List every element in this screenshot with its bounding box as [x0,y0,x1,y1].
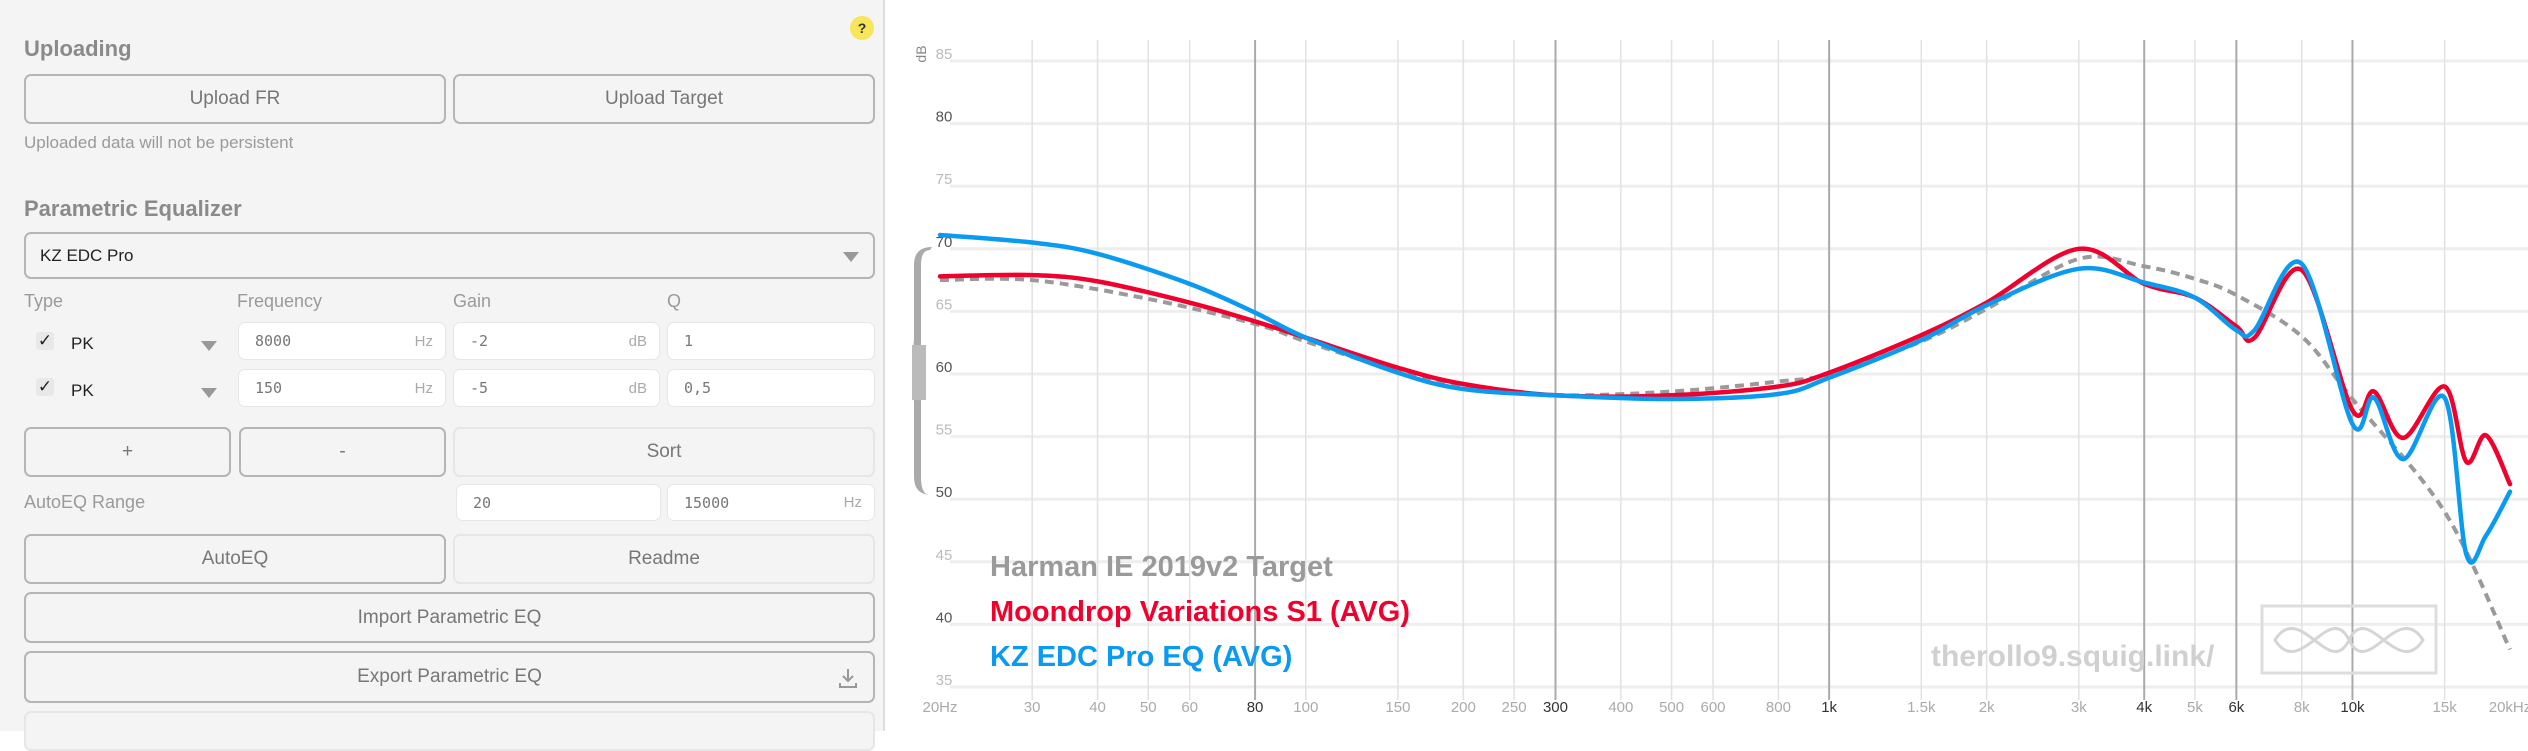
x-tick-label: 500 [1659,699,1684,716]
x-tick-label: 6k [2228,699,2244,716]
x-tick-label: 30 [1024,699,1041,716]
x-tick-label: 40 [1089,699,1106,716]
model-select[interactable]: KZ EDC Pro [24,232,875,279]
graph-scale-handle[interactable] [912,247,932,495]
y-tick-label: 80 [936,109,953,126]
x-tick-label: 150 [1385,699,1410,716]
x-tick-label: 20kHz [2489,699,2528,716]
add-filter-button[interactable]: + [24,427,231,477]
filter-frequency-input[interactable]: 150 Hz [238,369,446,407]
filter-q-input[interactable]: 0,5 [667,369,875,407]
peq-title: Parametric Equalizer [24,196,242,221]
autoeq-range-label: AutoEQ Range [24,492,146,512]
type-header: Type [24,291,64,311]
frequency-header: Frequency [237,291,323,311]
filter-gain-input[interactable]: -2 dB [453,322,660,360]
y-tick-label: 60 [936,359,953,376]
x-tick-label: 8k [2294,699,2310,716]
frequency-response-chart: 85 80 75 70 65 60 55 50 45 40 35 20Hz 30 40 50 60 80 100… [912,40,2528,716]
y-tick-label: 50 [936,484,953,501]
legend-moondrop[interactable]: Moondrop Variations S1 (AVG) [990,596,1410,628]
x-tick-label: 200 [1451,699,1476,716]
readme-button[interactable]: Readme [453,534,875,584]
filter-enabled-checkbox[interactable]: ✓ [36,377,54,396]
x-tick-label: 1k [1821,699,1837,716]
gain-header: Gain [453,291,492,311]
upload-note: Uploaded data will not be persistent [24,133,294,152]
y-tick-label: 70 [936,234,953,251]
remove-filter-button[interactable]: - [239,427,446,477]
sort-button[interactable]: Sort [453,427,875,477]
x-tick-label: 600 [1701,699,1726,716]
y-tick-label: 35 [936,672,953,689]
graph-scale-handle-grip[interactable] [912,345,926,400]
x-tick-label: 4k [2136,699,2152,716]
q-header: Q [667,291,682,311]
x-tick-label: 60 [1181,699,1198,716]
watermark: therollo9.squig.link/ [1931,640,2215,673]
x-tick-label: 20Hz [922,699,957,716]
y-tick-label: 85 [936,46,953,63]
legend-target[interactable]: Harman IE 2019v2 Target [990,551,1333,583]
autoeq-button[interactable]: AutoEQ [24,534,446,584]
x-tick-label: 10k [2340,699,2365,716]
x-tick-label: 800 [1766,699,1791,716]
filter-frequency-input[interactable]: 8000 Hz [238,322,446,360]
uploading-title: Uploading [24,36,132,61]
y-tick-label: 55 [936,422,953,439]
series-line-1 [937,246,2513,487]
upload-fr-button[interactable]: Upload FR [24,74,446,124]
x-tick-label: 250 [1502,699,1527,716]
x-tick-label: 3k [2071,699,2087,716]
x-tick-label: 100 [1293,699,1318,716]
x-tick-label: 1.5k [1907,699,1936,716]
y-axis-label: dB [913,45,929,62]
download-icon [839,669,857,688]
model-select-value: KZ EDC Pro [40,246,134,265]
filter-type-select[interactable]: PK [71,381,94,400]
help-button[interactable]: ? [850,16,874,40]
y-tick-label: 40 [936,609,953,626]
autoeq-range-max-input[interactable]: 15000 Hz [667,484,875,521]
autoeq-range-min-input[interactable]: 20 [456,484,661,521]
y-tick-label: 45 [936,547,953,564]
x-tick-label: 2k [1979,699,1995,716]
chevron-down-icon [201,388,217,398]
series-line-0 [939,254,2512,651]
export-peq-button[interactable]: Export Parametric EQ [24,651,875,703]
chevron-down-icon [843,252,859,262]
series-line-2 [937,232,2513,565]
chevron-down-icon [201,341,217,351]
export-peq-label: Export Parametric EQ [357,666,542,687]
x-tick-label: 5k [2187,699,2203,716]
logo-watermark [2260,604,2438,675]
eq-panel: ? Uploading Upload FR Upload Target Uplo… [0,0,885,751]
filter-gain-input[interactable]: -5 dB [453,369,660,407]
x-tick-label: 300 [1543,699,1568,716]
y-tick-label: 65 [936,296,953,313]
import-peq-button[interactable]: Import Parametric EQ [24,592,875,643]
filter-type-select[interactable]: PK [71,334,94,353]
filter-q-input[interactable]: 1 [667,322,875,360]
y-tick-label: 75 [936,171,953,188]
x-tick-label: 400 [1608,699,1633,716]
x-tick-label: 80 [1247,699,1264,716]
filter-enabled-checkbox[interactable]: ✓ [36,331,54,350]
x-tick-label: 15k [2433,699,2458,716]
legend-kz-edc-pro-eq[interactable]: KZ EDC Pro EQ (AVG) [990,641,1292,673]
upload-target-button[interactable]: Upload Target [453,74,875,124]
x-tick-label: 50 [1140,699,1157,716]
